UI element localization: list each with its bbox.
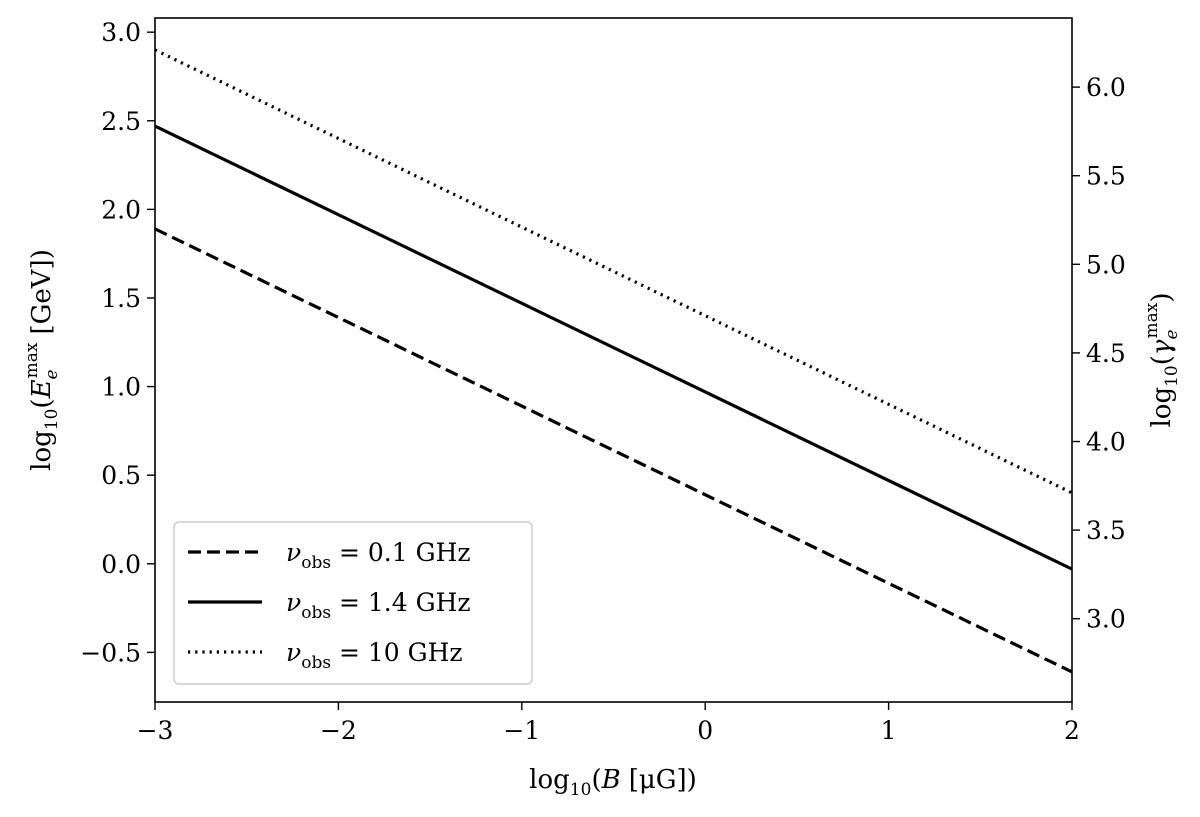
- left-y-tick-label: 1.5: [101, 284, 141, 313]
- right-y-tick-label: 3.0: [1086, 605, 1126, 634]
- legend-box: [173, 521, 533, 685]
- plot-frame: [154, 17, 1073, 703]
- legend-label: νobs = 0.1 GHz: [286, 538, 471, 573]
- x-tick-label: −3: [137, 716, 174, 745]
- left-y-tick-label: 2.5: [101, 107, 141, 136]
- series-line-dashed: [155, 227, 1072, 674]
- series-line-solid: [155, 124, 1072, 571]
- series-lines: [155, 48, 1072, 674]
- right-y-tick-label: 6.0: [1086, 73, 1126, 102]
- x-tick-label: 0: [697, 716, 713, 745]
- left-y-tick-label: 3.0: [101, 18, 141, 47]
- x-axis-ticks: −3 −2 −1 0 1 2: [137, 702, 1080, 745]
- left-y-axis-ticks: −0.5 0.0 0.5 1.0 1.5 2.0 2.5 3.0: [80, 18, 155, 667]
- legend-label: νobs = 1.4 GHz: [286, 588, 471, 623]
- left-y-tick-label: 0.0: [101, 550, 141, 579]
- left-y-axis-label: log10(Eemax[GeV]): [22, 249, 62, 471]
- x-tick-label: −2: [320, 716, 357, 745]
- right-y-axis-ticks: 3.0 3.5 4.0 4.5 5.0 5.5 6.0: [1072, 73, 1126, 634]
- right-y-tick-label: 4.0: [1086, 428, 1126, 457]
- x-tick-label: 1: [881, 716, 897, 745]
- legend: νobs = 0.1 GHz νobs = 1.4 GHz νobs = 10 GH…: [173, 521, 533, 685]
- x-tick-label: 2: [1064, 716, 1080, 745]
- right-y-axis-label: log10(γemax): [1142, 292, 1182, 427]
- right-y-tick-label: 4.5: [1086, 339, 1126, 368]
- left-y-tick-label: −0.5: [80, 638, 141, 667]
- x-tick-label: −1: [503, 716, 540, 745]
- left-y-tick-label: 1.0: [101, 373, 141, 402]
- x-axis-label: log10(B [μG]): [529, 765, 697, 800]
- left-y-tick-label: 0.5: [101, 461, 141, 490]
- legend-label: νobs = 10 GHz: [286, 638, 463, 673]
- right-y-tick-label: 3.5: [1086, 516, 1126, 545]
- left-y-tick-label: 2.0: [101, 195, 141, 224]
- series-line-dotted: [155, 48, 1072, 495]
- right-y-tick-label: 5.0: [1086, 250, 1126, 279]
- right-y-tick-label: 5.5: [1086, 162, 1126, 191]
